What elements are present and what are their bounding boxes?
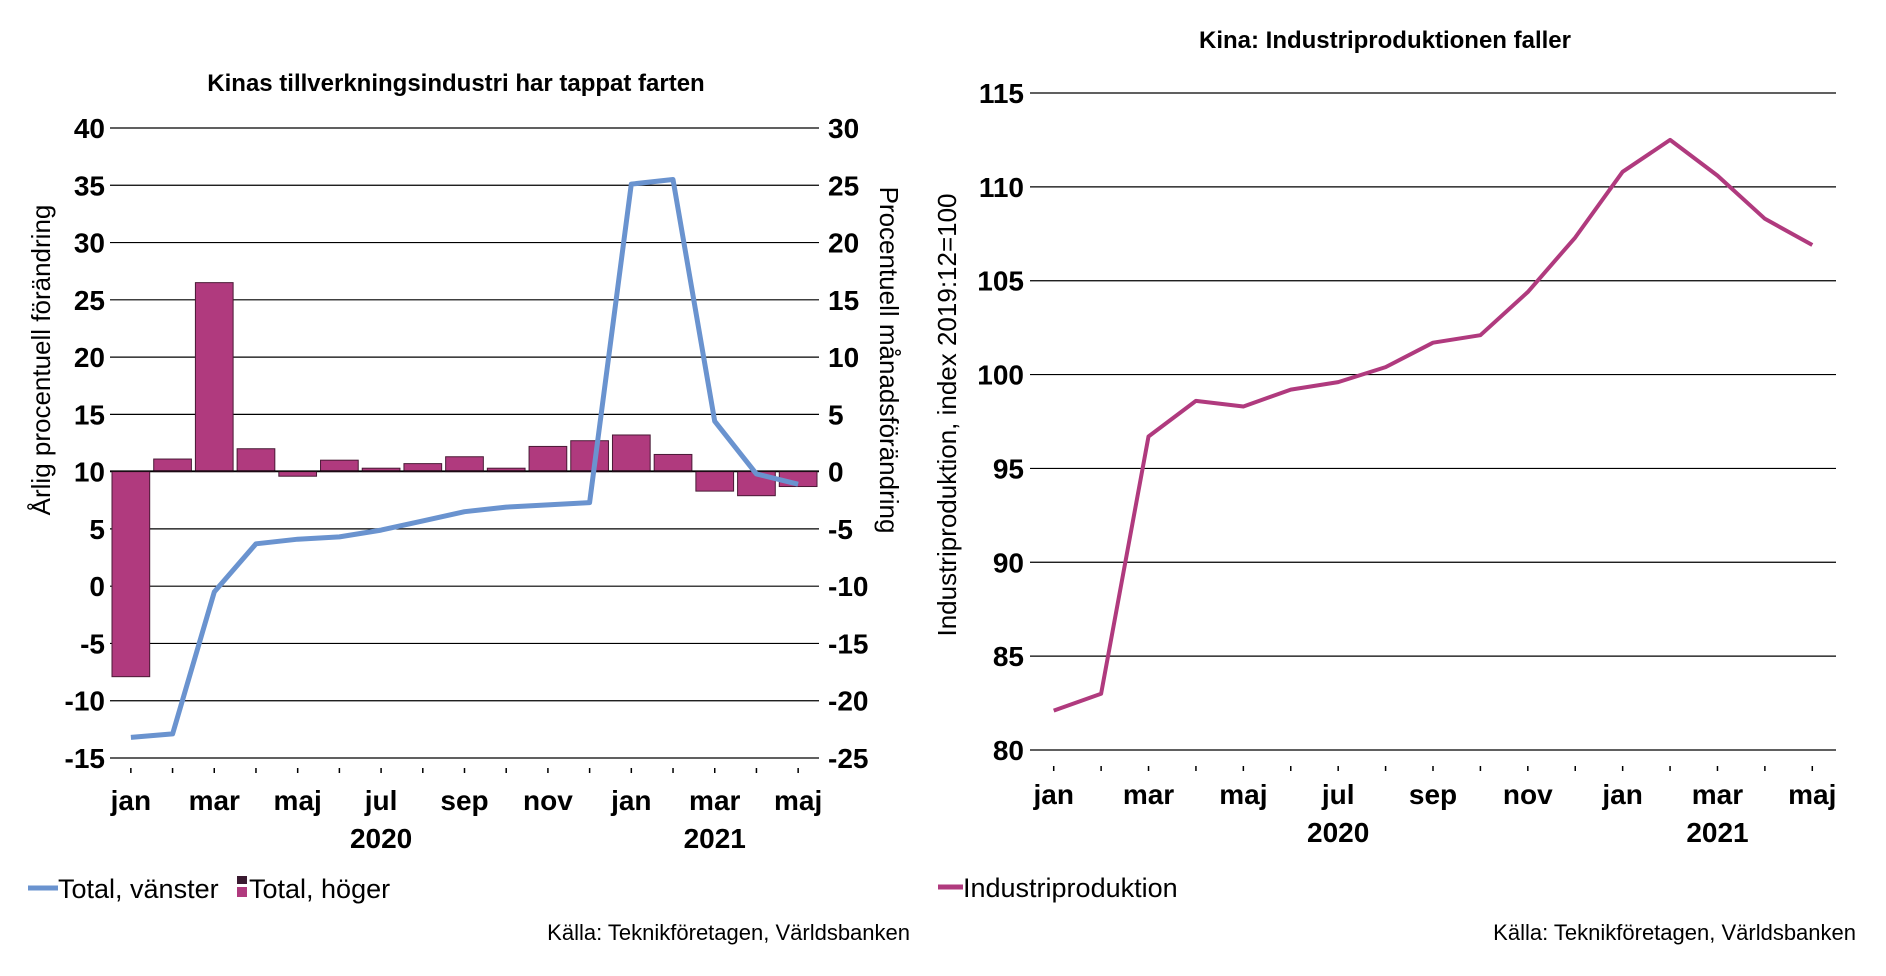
legend-swatch-bar-top [237, 876, 247, 884]
left-y-tick-label: -10 [65, 686, 105, 717]
right-y-tick-label: -25 [828, 743, 868, 774]
bar-total-hoger [611, 434, 651, 473]
right-chart-y-tick-labels: 115 110 105 100 95 90 85 80 [977, 78, 1024, 766]
left-y-tick-labels: 40 35 30 25 20 15 10 5 0 -5 -10 -15 [65, 113, 105, 774]
right-chart: Kina: Industriproduktionen faller 115 110… [932, 27, 1856, 945]
right-y-tick-label: 25 [828, 170, 859, 201]
right-x-tick-label: jan [1601, 779, 1642, 810]
legend-swatch-bar [237, 887, 247, 897]
right-y-tick-label: 10 [828, 342, 859, 373]
legend-label-hoger: Total, höger [249, 874, 390, 904]
right-x-tick-label: maj [1219, 779, 1267, 810]
left-year-label: 2020 [350, 823, 412, 854]
left-x-tick-label: nov [523, 785, 573, 816]
bar-total-hoger [570, 440, 609, 473]
right-y-tick-label: 5 [828, 399, 844, 430]
left-x-tick-label: jan [110, 785, 151, 816]
left-y-tick-label: 5 [89, 514, 105, 545]
right-x-tick-label: jul [1321, 779, 1355, 810]
left-x-tick-label: mar [689, 785, 740, 816]
left-x-tick-label: maj [274, 785, 322, 816]
left-chart-title: Kinas tillverkningsindustri har tappat f… [207, 70, 704, 97]
left-year-labels: 2020 2021 [350, 823, 746, 854]
right-source: Källa: Teknikföretagen, Världsbanken [1493, 920, 1856, 945]
right-legend: Industriproduktion [938, 873, 1178, 903]
right-chart-y-tick-label: 105 [977, 266, 1024, 297]
line-total-vanster [130, 177, 799, 740]
right-y-tick-label: -15 [828, 628, 868, 659]
right-y-tick-label: 0 [828, 457, 844, 488]
left-y-tick-label: 0 [89, 571, 105, 602]
left-y-tick-label: -5 [80, 628, 105, 659]
right-chart-y-axis-title: Industriproduktion, index 2019:12=100 [932, 193, 962, 636]
bar-total-hoger [361, 467, 401, 473]
left-chart: Kinas tillverkningsindustri har tappat f… [26, 70, 910, 945]
right-gridlines [1030, 92, 1836, 751]
right-chart-y-tick-label: 95 [993, 453, 1024, 484]
left-y-tick-label: 10 [74, 457, 105, 488]
line-industriproduktion [1053, 137, 1814, 713]
right-year-labels: 2020 2021 [1307, 817, 1749, 848]
bar-total-hoger [528, 445, 568, 473]
right-y-tick-label: -10 [828, 571, 868, 602]
left-x-tick-label: sep [440, 785, 488, 816]
left-y-tick-label: 15 [74, 399, 105, 430]
left-y-tick-label: 30 [74, 228, 105, 259]
right-chart-y-tick-label: 90 [993, 547, 1024, 578]
right-chart-y-tick-label: 80 [993, 735, 1024, 766]
right-x-tick-labels: jan mar maj jul sep nov jan mar maj [1032, 766, 1836, 810]
left-y-axis-title: Årlig procentuell förändring [26, 205, 56, 516]
left-source: Källa: Teknikföretagen, Världsbanken [547, 920, 910, 945]
right-x-tick-label: maj [1788, 779, 1836, 810]
right-year-label: 2020 [1307, 817, 1369, 848]
right-x-tick-label: mar [1692, 779, 1743, 810]
left-x-tick-label: jul [364, 785, 398, 816]
left-bars [111, 282, 818, 678]
bar-total-hoger [320, 459, 359, 473]
right-y-tick-label: 15 [828, 285, 859, 316]
right-y-tick-label: -20 [828, 686, 868, 717]
right-chart-y-tick-label: 110 [979, 172, 1024, 203]
left-x-tick-label: maj [774, 785, 822, 816]
left-x-tick-label: jan [610, 785, 651, 816]
left-y-tick-label: 35 [74, 170, 105, 201]
right-x-tick-label: sep [1409, 779, 1457, 810]
right-y-tick-label: 20 [828, 228, 859, 259]
right-chart-y-tick-label: 115 [979, 78, 1024, 109]
right-y-tick-label: -5 [828, 514, 853, 545]
bar-total-hoger [695, 471, 735, 492]
right-chart-y-tick-label: 100 [977, 360, 1024, 391]
legend-label-industri: Industriproduktion [963, 873, 1178, 903]
bar-total-hoger [403, 463, 443, 473]
bar-total-hoger [486, 467, 526, 473]
bar-total-hoger [194, 282, 234, 473]
right-year-label: 2021 [1686, 817, 1748, 848]
left-x-tick-labels: jan mar maj jul sep nov jan mar maj [110, 768, 822, 816]
legend-label-vanster: Total, vänster [58, 874, 219, 904]
left-y-tick-label: 25 [74, 285, 105, 316]
bar-total-hoger [153, 458, 192, 473]
right-chart-y-tick-label: 85 [993, 641, 1024, 672]
right-x-tick-label: mar [1123, 779, 1174, 810]
left-x-tick-label: mar [189, 785, 240, 816]
right-y-axis-title: Procentuell månadsförändring [874, 187, 904, 534]
bar-total-hoger [236, 448, 276, 473]
left-legend: Total, vänster Total, höger [28, 874, 390, 904]
bar-total-hoger [445, 456, 484, 473]
right-x-tick-label: jan [1032, 779, 1073, 810]
left-y-tick-label: -15 [65, 743, 105, 774]
left-year-label: 2021 [684, 823, 746, 854]
left-y-tick-label: 20 [74, 342, 105, 373]
right-y-tick-labels: 30 25 20 15 10 5 0 -5 -10 -15 -20 -25 [828, 113, 868, 774]
right-x-tick-label: nov [1503, 779, 1553, 810]
right-chart-title: Kina: Industriproduktionen faller [1199, 27, 1571, 54]
bar-total-hoger [653, 453, 693, 473]
bar-total-hoger [111, 471, 151, 678]
bar-total-hoger [278, 471, 318, 477]
left-y-tick-label: 40 [74, 113, 105, 144]
right-y-tick-label: 30 [828, 113, 859, 144]
